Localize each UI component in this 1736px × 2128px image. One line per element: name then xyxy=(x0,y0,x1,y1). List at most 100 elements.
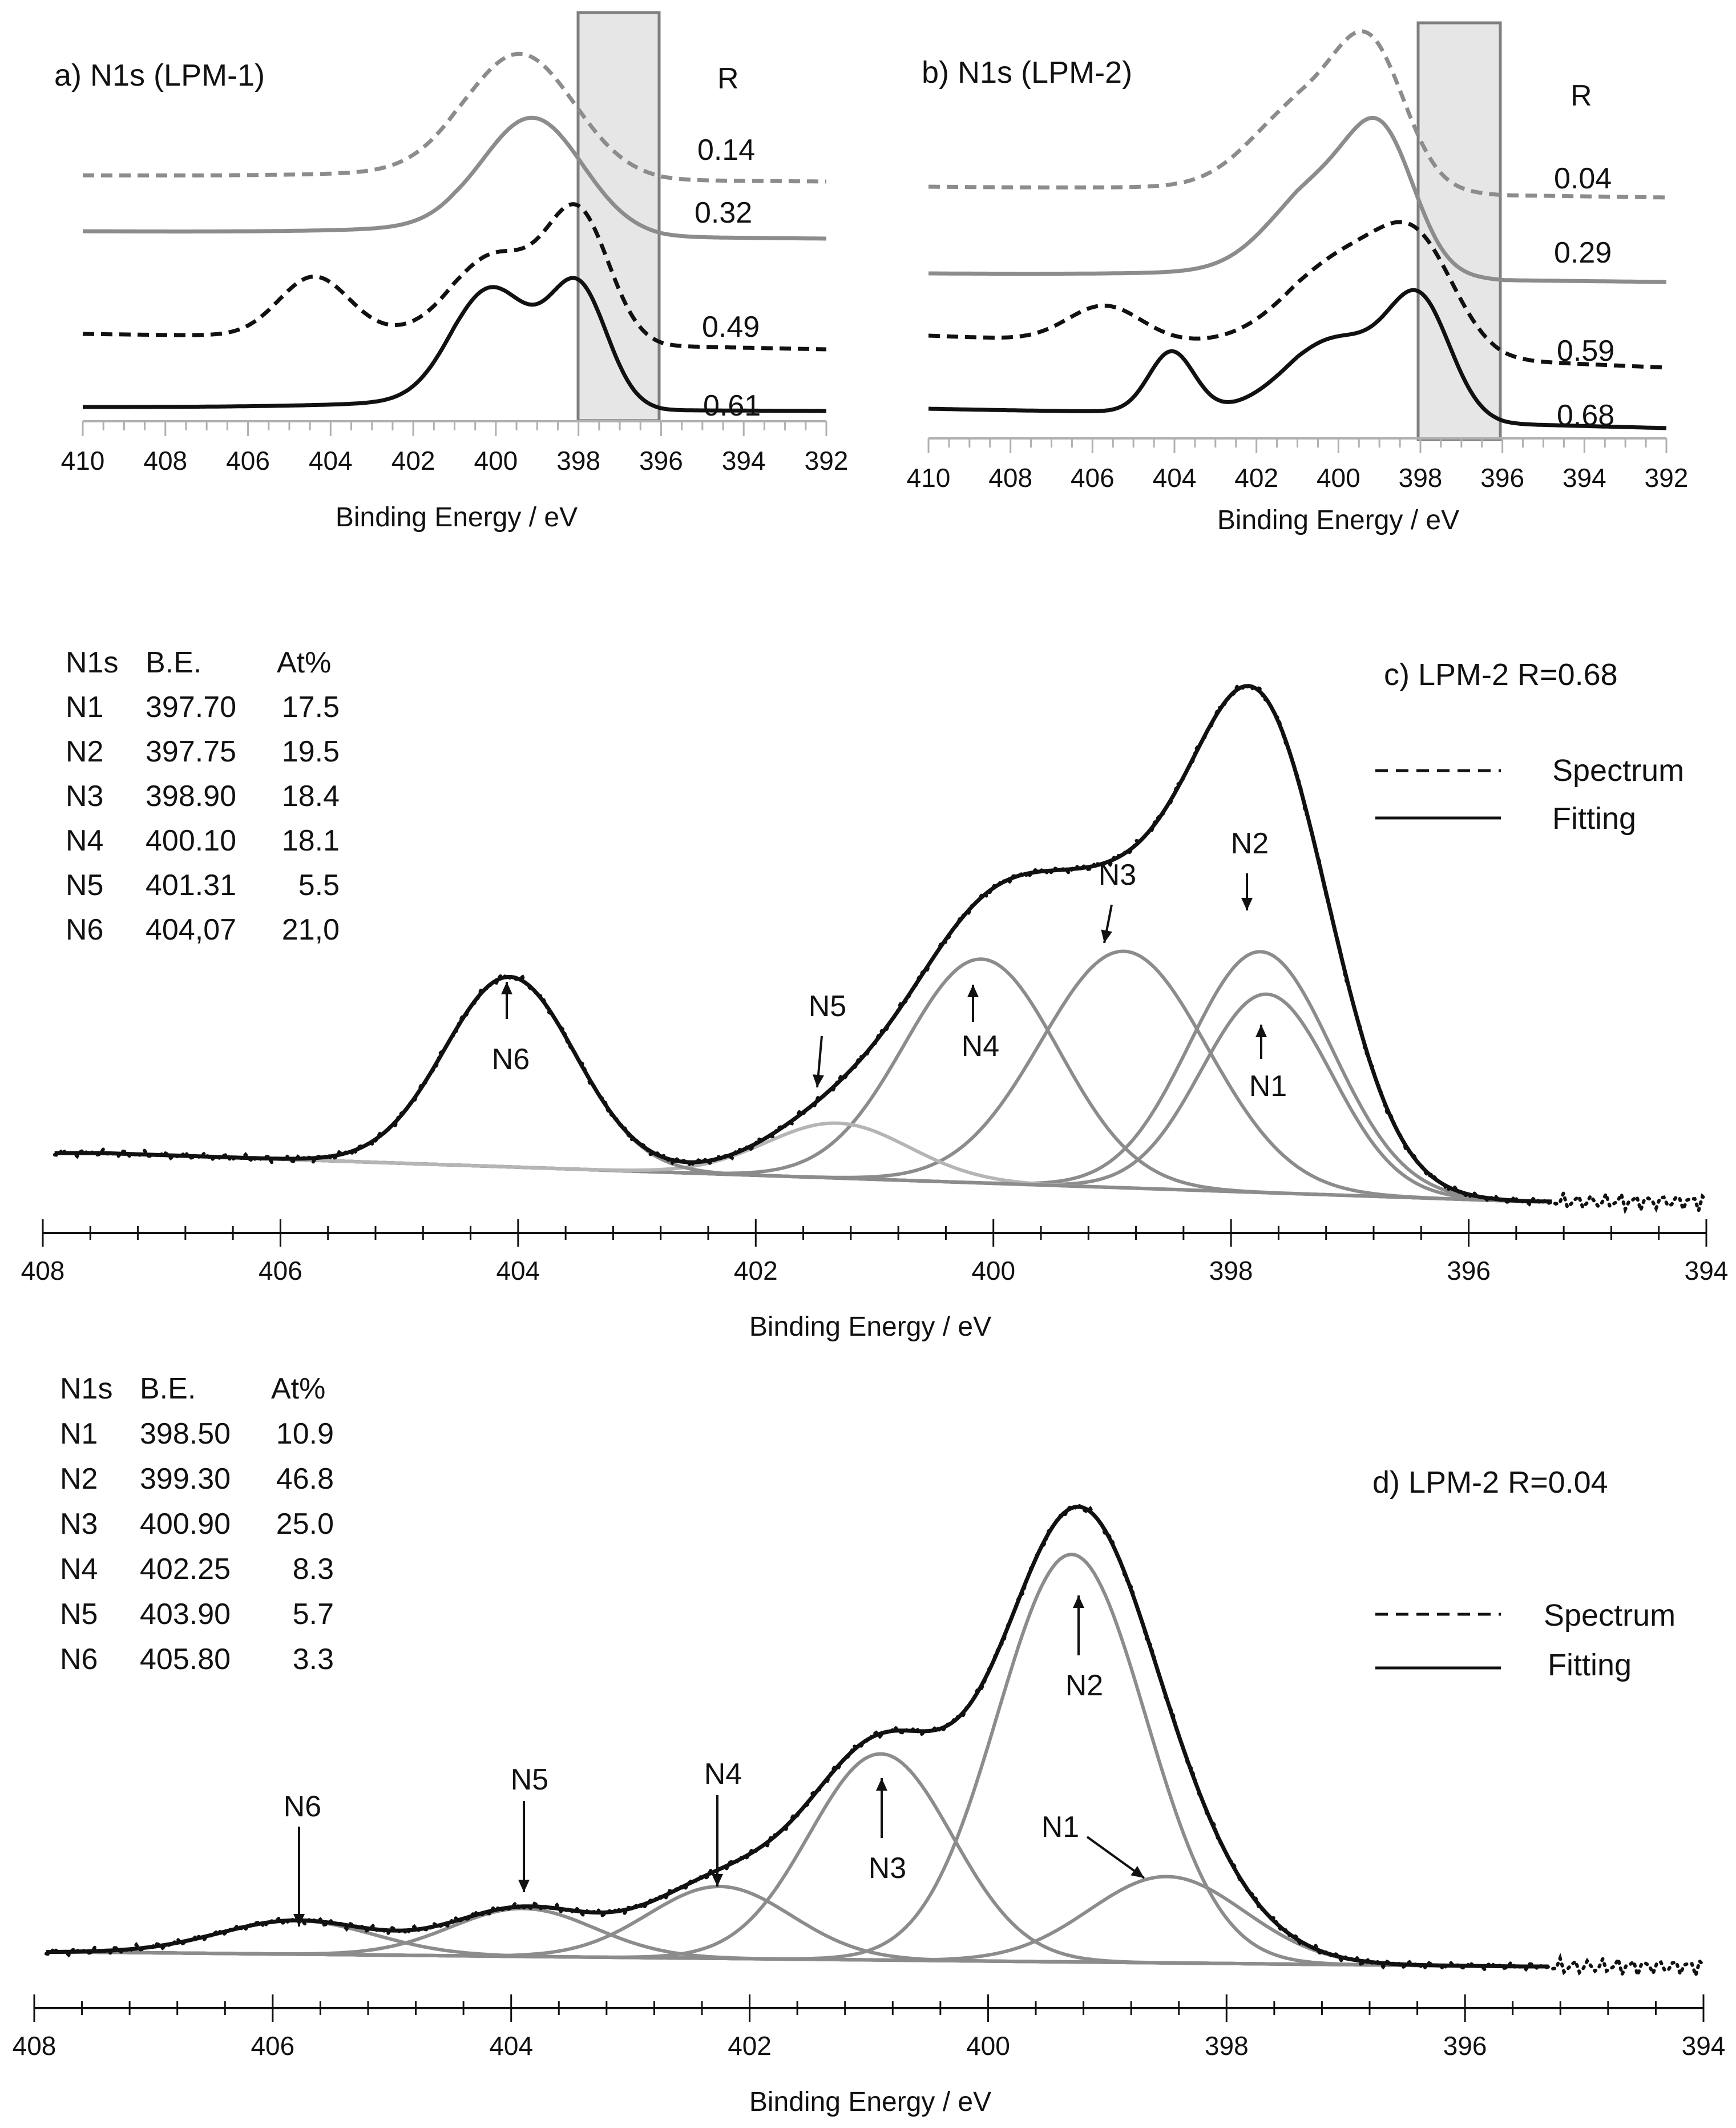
panel-a-r-0: 0.14 xyxy=(697,134,755,167)
panel-b-tick-label: 402 xyxy=(1234,463,1278,493)
panel-b-tick-label: 404 xyxy=(1153,463,1197,493)
panel-a-r-2: 0.49 xyxy=(702,311,760,344)
panel-b-tick-label: 408 xyxy=(988,463,1032,493)
panel-b-tick-label: 398 xyxy=(1399,463,1443,493)
table-c-header: B.E. xyxy=(146,646,201,679)
panel-d-table: N1s B.E. At% N1 398.50 10.9 N2 399.30 46.8 N3 400.… xyxy=(60,1372,334,1676)
table-c-be: 404,07 xyxy=(146,913,236,946)
table-c-peak: N2 xyxy=(66,735,103,768)
panel-c-tick-label: 408 xyxy=(21,1256,65,1285)
panel-d-arrow-n1-head xyxy=(1131,1866,1144,1878)
panel-c-label-n2: N2 xyxy=(1231,827,1269,860)
panel-c-label-n3: N3 xyxy=(1099,859,1136,892)
panel-c-xlabel: Binding Energy / eV xyxy=(749,1312,991,1342)
panel-d-tick-label: 400 xyxy=(966,2031,1010,2061)
table-c-peak: N3 xyxy=(66,780,103,813)
table-d-peak: N2 xyxy=(60,1462,98,1496)
table-d-peak: N4 xyxy=(60,1553,98,1586)
panel-d-title: d) LPM-2 R=0.04 xyxy=(1372,1465,1608,1500)
panel-b: 410 408 406 404 402 400 398 396 394 392 b) N1s (L… xyxy=(907,21,1689,535)
panel-d-label-n1: N1 xyxy=(1041,1811,1079,1844)
table-d-peak: N1 xyxy=(60,1417,98,1450)
panel-c-component-n2 xyxy=(54,950,1552,1203)
table-c-be: 398.90 xyxy=(146,780,236,813)
table-c-header: At% xyxy=(277,646,331,679)
table-d-be: 402.25 xyxy=(140,1553,231,1586)
panel-b-xlabel: Binding Energy / eV xyxy=(1217,505,1459,535)
table-c-peak: N1 xyxy=(66,691,103,724)
table-d-at: 46.8 xyxy=(276,1462,334,1496)
table-d-at: 25.0 xyxy=(276,1508,334,1541)
panel-a-tick-label: 402 xyxy=(391,446,435,475)
table-c-be: 397.70 xyxy=(146,691,236,724)
panel-a-trace-1 xyxy=(83,115,826,241)
panel-a-xlabel: Binding Energy / eV xyxy=(336,502,578,533)
panel-c-arrow-n4-head xyxy=(967,985,979,997)
panel-a-tick-label: 408 xyxy=(143,446,187,475)
panel-b-r-1: 0.29 xyxy=(1554,236,1612,269)
panel-a-tick-label: 404 xyxy=(309,446,353,475)
legend-fitting-d: Fitting xyxy=(1548,1648,1632,1682)
table-d-be: 405.80 xyxy=(140,1643,231,1676)
panel-d-arrow-n6-head xyxy=(293,1914,305,1927)
panel-d-tick-label: 396 xyxy=(1443,2031,1487,2061)
table-c-header: N1s xyxy=(66,646,118,679)
panel-c-tick-label: 404 xyxy=(496,1256,540,1285)
panel-c-arrow-n1-head xyxy=(1255,1025,1267,1037)
panel-b-tick-label: 396 xyxy=(1480,463,1524,493)
table-d-at: 5.7 xyxy=(293,1598,334,1631)
panel-d-fitting xyxy=(46,1505,1549,1969)
panel-c-table: N1s B.E. At% N1 397.70 17.5 N2 397.75 19.5 N3 398.… xyxy=(66,646,340,946)
panel-c-title: c) LPM-2 R=0.68 xyxy=(1384,658,1618,692)
panel-b-tick-label: 406 xyxy=(1071,463,1115,493)
panel-c-label-n6: N6 xyxy=(492,1043,530,1076)
panel-d-tick-label: 402 xyxy=(728,2031,772,2061)
panel-d-xlabel: Binding Energy / eV xyxy=(749,2087,991,2117)
panel-b-trace-1 xyxy=(928,116,1666,284)
table-d-at: 3.3 xyxy=(293,1643,334,1676)
table-d-peak: N6 xyxy=(60,1643,98,1676)
panel-d-component-n3 xyxy=(46,1752,1549,1968)
panel-a-r-3: 0.61 xyxy=(703,389,761,422)
panel-c-legend: Spectrum Fitting xyxy=(1375,753,1684,836)
panel-c-tick-label: 394 xyxy=(1685,1256,1729,1285)
panel-d-tick-label: 408 xyxy=(13,2031,56,2061)
panel-c-component-n4 xyxy=(54,957,1552,1203)
table-c-at: 5.5 xyxy=(298,869,340,902)
panel-d-tick-label: 398 xyxy=(1205,2031,1249,2061)
table-d-be: 403.90 xyxy=(140,1598,231,1631)
panel-d-arrow-n5-head xyxy=(518,1880,530,1892)
table-d-be: 400.90 xyxy=(140,1508,231,1541)
panel-d-label-n2: N2 xyxy=(1065,1669,1103,1702)
table-c-peak: N4 xyxy=(66,824,103,857)
panel-d-arrow-n3-head xyxy=(876,1778,887,1791)
panel-c-arrow-n3-head xyxy=(1101,929,1113,943)
panel-c-fitting xyxy=(54,684,1552,1204)
panel-a-trace-3 xyxy=(83,276,826,413)
panel-c-tick-label: 400 xyxy=(971,1256,1015,1285)
table-d-at: 8.3 xyxy=(293,1553,334,1586)
panel-c-arrow-n5-head xyxy=(812,1074,824,1087)
table-c-peak: N5 xyxy=(66,869,103,902)
panel-a-title: a) N1s (LPM-1) xyxy=(54,58,265,92)
panel-a-tick-label: 398 xyxy=(556,446,600,475)
panel-a-tick-label: 392 xyxy=(805,446,849,475)
panel-c-tick-label: 402 xyxy=(734,1256,778,1285)
panel-c-tick-label: 406 xyxy=(259,1256,302,1285)
panel-b-trace-2 xyxy=(928,220,1667,370)
panel-d-tick-label: 394 xyxy=(1682,2031,1726,2061)
panel-d-component-n2 xyxy=(46,1553,1549,1968)
panel-b-trace-0 xyxy=(928,29,1667,200)
panel-a-r-header: R xyxy=(717,62,739,95)
panel-b-tick-label: 392 xyxy=(1645,463,1689,493)
table-d-header: N1s xyxy=(60,1372,112,1405)
panel-d-arrow-n4-head xyxy=(712,1874,723,1887)
panel-b-trace-3 xyxy=(928,288,1667,430)
panel-a-tick-label: 410 xyxy=(61,446,105,475)
table-c-be: 400.10 xyxy=(146,824,236,857)
table-d-be: 399.30 xyxy=(140,1462,231,1496)
panel-d-legend: Spectrum Fitting xyxy=(1375,1598,1676,1682)
panel-a-tick-label: 396 xyxy=(639,446,683,475)
panel-b-tick-label: 410 xyxy=(907,463,951,493)
panel-a-tick-label: 394 xyxy=(722,446,766,475)
